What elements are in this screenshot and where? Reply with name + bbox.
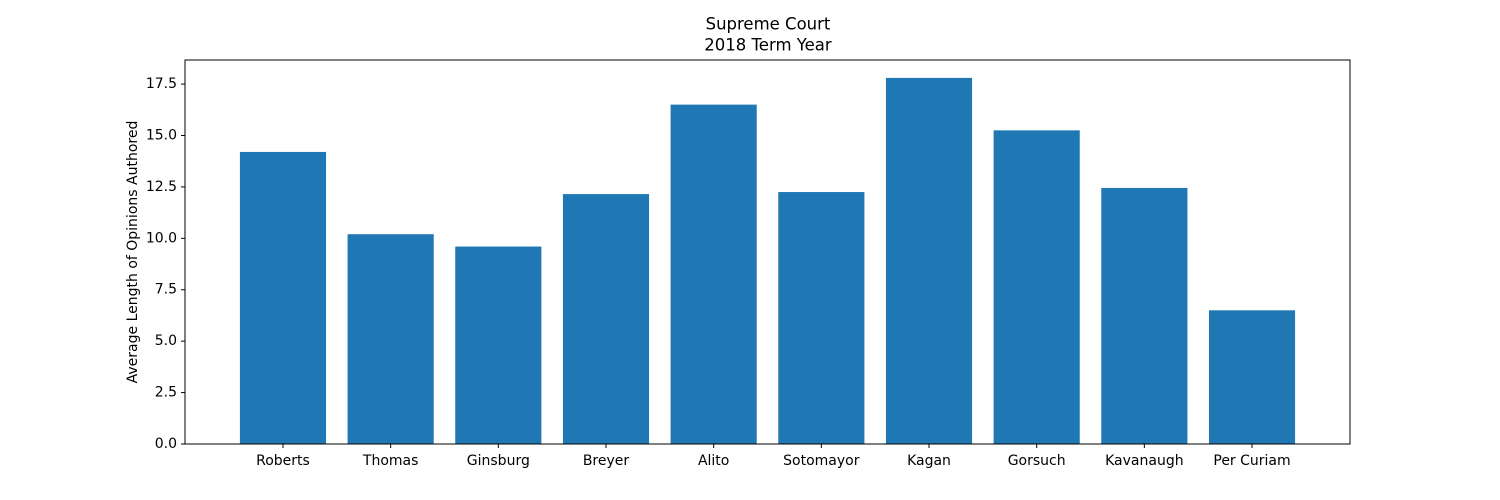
y-tick-label: 12.5 — [146, 179, 177, 195]
y-tick-label: 5.0 — [155, 333, 177, 349]
bar — [1101, 187, 1188, 444]
y-tick-label: 2.5 — [155, 385, 177, 401]
bar — [993, 130, 1080, 444]
y-tick-label: 7.5 — [155, 282, 177, 298]
y-tick-label: 10.0 — [146, 230, 177, 246]
bar — [455, 246, 542, 444]
x-tick-label: Kagan — [907, 453, 951, 469]
bar — [670, 104, 757, 445]
bar — [347, 234, 434, 444]
y-axis-label: Average Length of Opinions Authored — [125, 121, 141, 384]
x-tick-label: Sotomayor — [783, 453, 860, 469]
x-tick-label: Ginsburg — [467, 453, 530, 469]
bar — [239, 151, 327, 444]
chart-subtitle: 2018 Term Year — [704, 36, 832, 55]
x-tick-label: Thomas — [362, 453, 419, 469]
bar — [885, 77, 973, 444]
x-tick-label: Breyer — [583, 453, 630, 469]
y-tick-label: 15.0 — [146, 127, 177, 143]
x-tick-label: Per Curiam — [1213, 453, 1290, 469]
y-tick-label: 0.0 — [155, 436, 177, 452]
bar — [1208, 310, 1296, 444]
x-tick-label: Alito — [698, 453, 729, 469]
bar — [562, 194, 650, 444]
plot-frame — [184, 59, 1351, 445]
x-tick-label: Kavanaugh — [1105, 453, 1183, 469]
x-tick-label: Gorsuch — [1008, 453, 1066, 469]
bar — [778, 192, 865, 444]
y-tick-label: 17.5 — [146, 76, 177, 92]
chart-title: Supreme Court — [706, 15, 831, 34]
x-tick-label: Roberts — [256, 453, 310, 469]
